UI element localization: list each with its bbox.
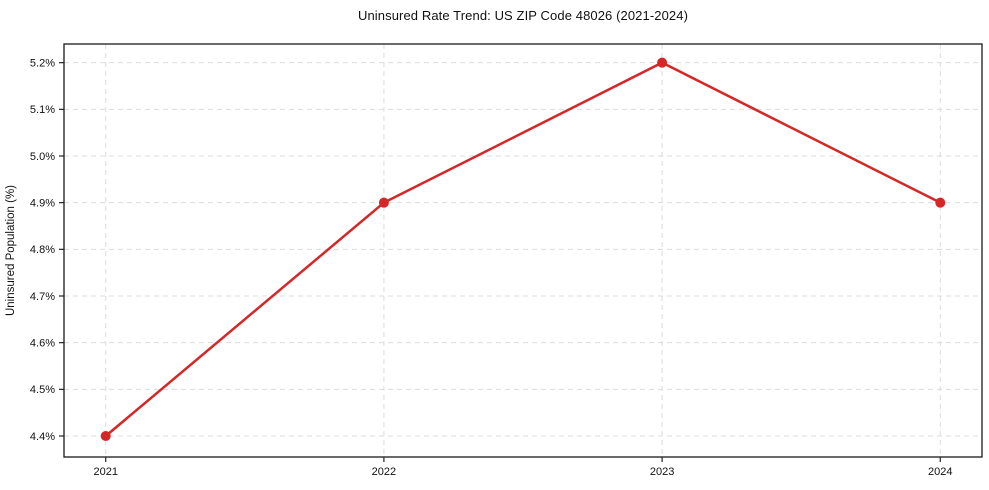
data-point-2021 xyxy=(100,431,111,441)
plot-background xyxy=(64,44,982,457)
chart-title: Uninsured Rate Trend: US ZIP Code 48026 … xyxy=(357,8,689,23)
data-point-2024 xyxy=(935,197,946,208)
y-tick-label: 4.8% xyxy=(30,244,55,256)
y-tick-label: 4.6% xyxy=(30,338,55,350)
x-tick-label: 2022 xyxy=(372,466,396,478)
plot-border xyxy=(63,43,983,458)
y-tick-label: 4.7% xyxy=(30,291,55,303)
y-tick-label: 5.0% xyxy=(30,151,55,163)
y-tick-label: 4.4% xyxy=(30,431,55,443)
y-tick-label: 5.1% xyxy=(30,104,55,116)
trend-line xyxy=(104,61,942,438)
data-point-2022 xyxy=(378,197,389,208)
x-tick-label: 2023 xyxy=(650,466,674,478)
x-tick-label: 2024 xyxy=(928,466,952,478)
y-tick-label: 4.9% xyxy=(30,198,55,210)
y-tick-label: 5.2% xyxy=(30,58,55,70)
data-point-2023 xyxy=(657,57,668,68)
y-tick-label: 4.5% xyxy=(30,384,55,396)
x-tick-label: 2021 xyxy=(93,466,117,478)
